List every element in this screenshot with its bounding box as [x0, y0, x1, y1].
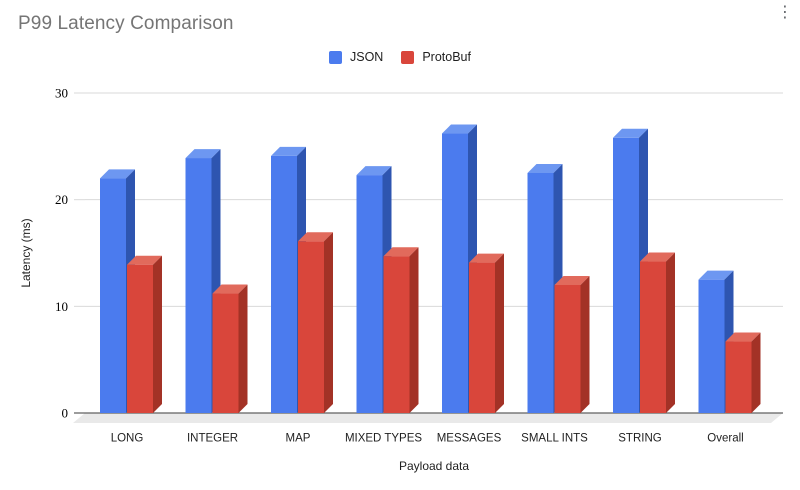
bar-side-face — [238, 284, 248, 413]
legend-label: JSON — [350, 50, 384, 64]
bar-top-face — [185, 149, 221, 159]
bar-protobuf-integer[interactable] — [212, 284, 248, 413]
bar-front-face — [298, 241, 324, 413]
chart-floor-3d — [73, 413, 783, 423]
bar-protobuf-long[interactable] — [127, 255, 162, 413]
bar-top-face — [469, 253, 504, 263]
legend-swatch-icon — [329, 50, 342, 64]
x-tick-label-overall: Overall — [707, 433, 743, 445]
bar-side-face — [580, 276, 590, 413]
bar-top-face — [442, 124, 477, 134]
bar-top-face — [271, 146, 306, 156]
bar-top-face — [298, 232, 333, 242]
bar-front-face — [725, 341, 752, 413]
bar-side-face — [751, 332, 761, 413]
bar-protobuf-overall[interactable] — [725, 332, 761, 413]
x-tick-label-string: STRING — [618, 433, 662, 445]
bar-side-face — [153, 255, 162, 413]
bar-top-face — [356, 166, 392, 176]
x-axis-title: Payload data — [398, 459, 470, 473]
bar-protobuf-small-ints[interactable] — [554, 276, 590, 413]
y-tick-label-30: 30 — [55, 86, 68, 101]
bar-top-face — [383, 247, 419, 257]
bar-top-face — [725, 332, 761, 342]
x-tick-label-small-ints: SMALL INTS — [521, 433, 588, 445]
bar-top-face — [100, 169, 135, 179]
bar-side-face — [666, 252, 675, 413]
bar-front-face — [271, 155, 297, 413]
bar-top-face — [613, 128, 648, 138]
bar-front-face — [356, 175, 383, 413]
chart-menu-button[interactable]: ⋮ — [774, 0, 796, 26]
bar-protobuf-mixed-types[interactable] — [383, 247, 419, 413]
bar-protobuf-messages[interactable] — [469, 253, 504, 413]
x-tick-label-mixed-types: MIXED TYPES — [345, 433, 422, 445]
bar-json-integer[interactable] — [185, 149, 221, 414]
bar-top-face — [554, 276, 590, 285]
legend-item-json[interactable]: JSON — [329, 50, 383, 64]
x-tick-label-messages: MESSAGES — [437, 433, 502, 445]
bar-front-face — [212, 293, 239, 413]
bar-side-face — [324, 232, 333, 413]
bar-top-face — [640, 252, 675, 262]
legend-label: ProtoBuf — [422, 50, 471, 64]
legend-item-protobuf[interactable]: ProtoBuf — [401, 50, 471, 64]
bar-front-face — [185, 158, 212, 413]
bar-front-face — [100, 178, 126, 413]
chart-title: P99 Latency Comparison — [18, 13, 234, 34]
bar-top-face — [212, 284, 248, 294]
y-tick-label-20: 20 — [55, 192, 68, 207]
bar-json-overall[interactable] — [698, 270, 734, 413]
bar-front-face — [442, 133, 468, 414]
y-tick-label-0: 0 — [62, 406, 69, 421]
bar-side-face — [495, 253, 504, 413]
bar-top-face — [127, 255, 162, 265]
x-tick-label-long: LONG — [111, 433, 144, 445]
bar-protobuf-string[interactable] — [640, 252, 675, 413]
y-axis-title: Latency (ms) — [19, 218, 33, 288]
legend-swatch-icon — [401, 50, 415, 64]
bar-protobuf-map[interactable] — [298, 232, 333, 413]
chart-legend: JSON ProtoBuf — [0, 49, 800, 65]
kebab-menu-icon: ⋮ — [777, 2, 793, 21]
x-tick-label-integer: INTEGER — [187, 433, 238, 445]
x-tick-label-map: MAP — [286, 433, 311, 445]
bar-front-face — [469, 262, 495, 413]
bar-front-face — [554, 285, 581, 413]
bar-top-face — [698, 270, 734, 280]
bar-front-face — [527, 173, 554, 413]
bar-front-face — [613, 137, 639, 414]
bar-side-face — [409, 247, 419, 413]
bar-front-face — [127, 264, 153, 413]
y-tick-label-10: 10 — [55, 299, 68, 314]
bar-front-face — [698, 279, 725, 413]
bar-top-face — [527, 164, 563, 173]
bar-front-face — [640, 261, 666, 413]
bar-front-face — [383, 256, 410, 413]
